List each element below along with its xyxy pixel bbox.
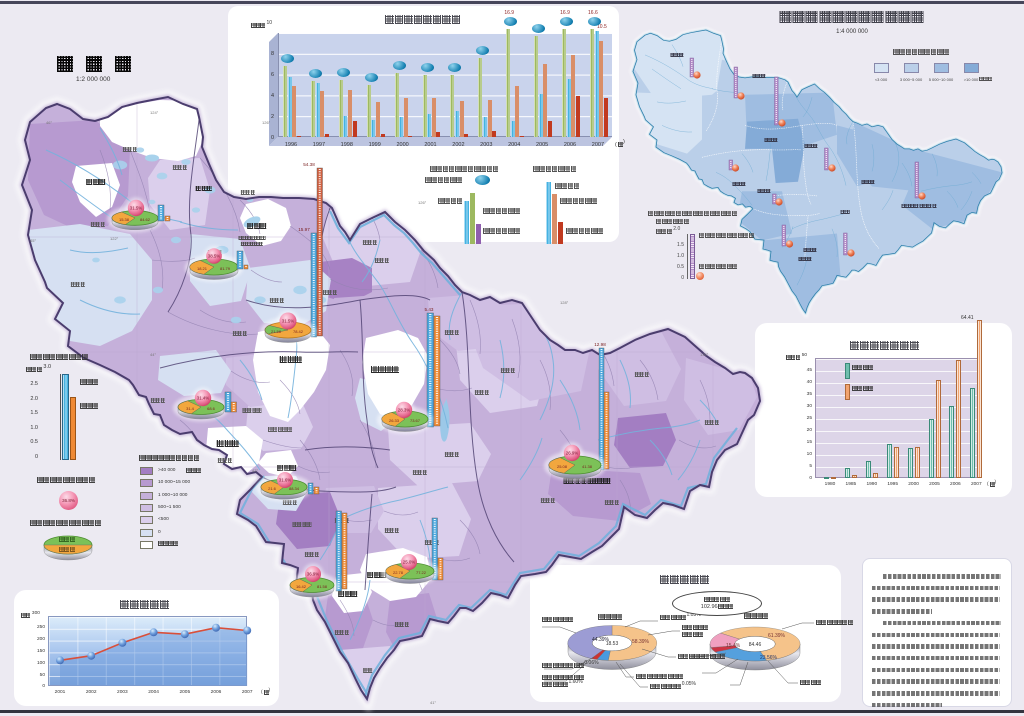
svg-text:18.21: 18.21 [197, 266, 208, 271]
svg-text:61.39%: 61.39% [768, 633, 786, 639]
svg-text:31.5%: 31.5% [282, 319, 295, 324]
svg-text:38.5%: 38.5% [208, 254, 221, 259]
svg-text:41.38: 41.38 [582, 464, 593, 469]
svg-text:81.58: 81.58 [317, 584, 328, 589]
svg-text:21.6: 21.6 [268, 486, 277, 491]
svg-text:15.4%: 15.4% [726, 643, 741, 649]
svg-text:15.38: 15.38 [119, 217, 130, 222]
svg-text:25.08: 25.08 [557, 464, 568, 469]
svg-text:78.42: 78.42 [293, 329, 304, 334]
svg-text:54.38: 54.38 [303, 162, 315, 167]
svg-text:26.33: 26.33 [389, 418, 400, 423]
svg-text:26.9%: 26.9% [566, 451, 579, 456]
svg-text:84.46: 84.46 [749, 642, 762, 648]
svg-text:77.22: 77.22 [416, 570, 427, 575]
svg-text:31.4: 31.4 [186, 406, 195, 411]
svg-text:25.0%: 25.0% [403, 560, 416, 565]
svg-text:21.58: 21.58 [271, 329, 282, 334]
svg-text:12.98: 12.98 [594, 342, 606, 347]
svg-text:31.4%: 31.4% [197, 396, 210, 401]
svg-text:31.5%: 31.5% [130, 206, 143, 211]
svg-text:22.78: 22.78 [393, 570, 404, 575]
svg-text:84.62: 84.62 [140, 217, 151, 222]
svg-text:16.42: 16.42 [296, 584, 307, 589]
svg-text:23.56%: 23.56% [760, 655, 778, 661]
svg-text:88.34: 88.34 [289, 486, 300, 491]
svg-text:15.97: 15.97 [298, 227, 310, 232]
svg-text:31.6%: 31.6% [279, 478, 292, 483]
svg-text:5.43: 5.43 [425, 307, 434, 312]
svg-text:73.67: 73.67 [410, 418, 421, 423]
svg-text:81.79: 81.79 [220, 266, 231, 271]
svg-text:18.53: 18.53 [606, 641, 619, 647]
svg-text:44.39%: 44.39% [592, 637, 610, 643]
svg-text:58.39%: 58.39% [632, 639, 650, 645]
svg-text:36.9%: 36.9% [307, 572, 320, 577]
svg-text:28.3%: 28.3% [398, 408, 411, 413]
svg-text:68.6: 68.6 [207, 406, 216, 411]
